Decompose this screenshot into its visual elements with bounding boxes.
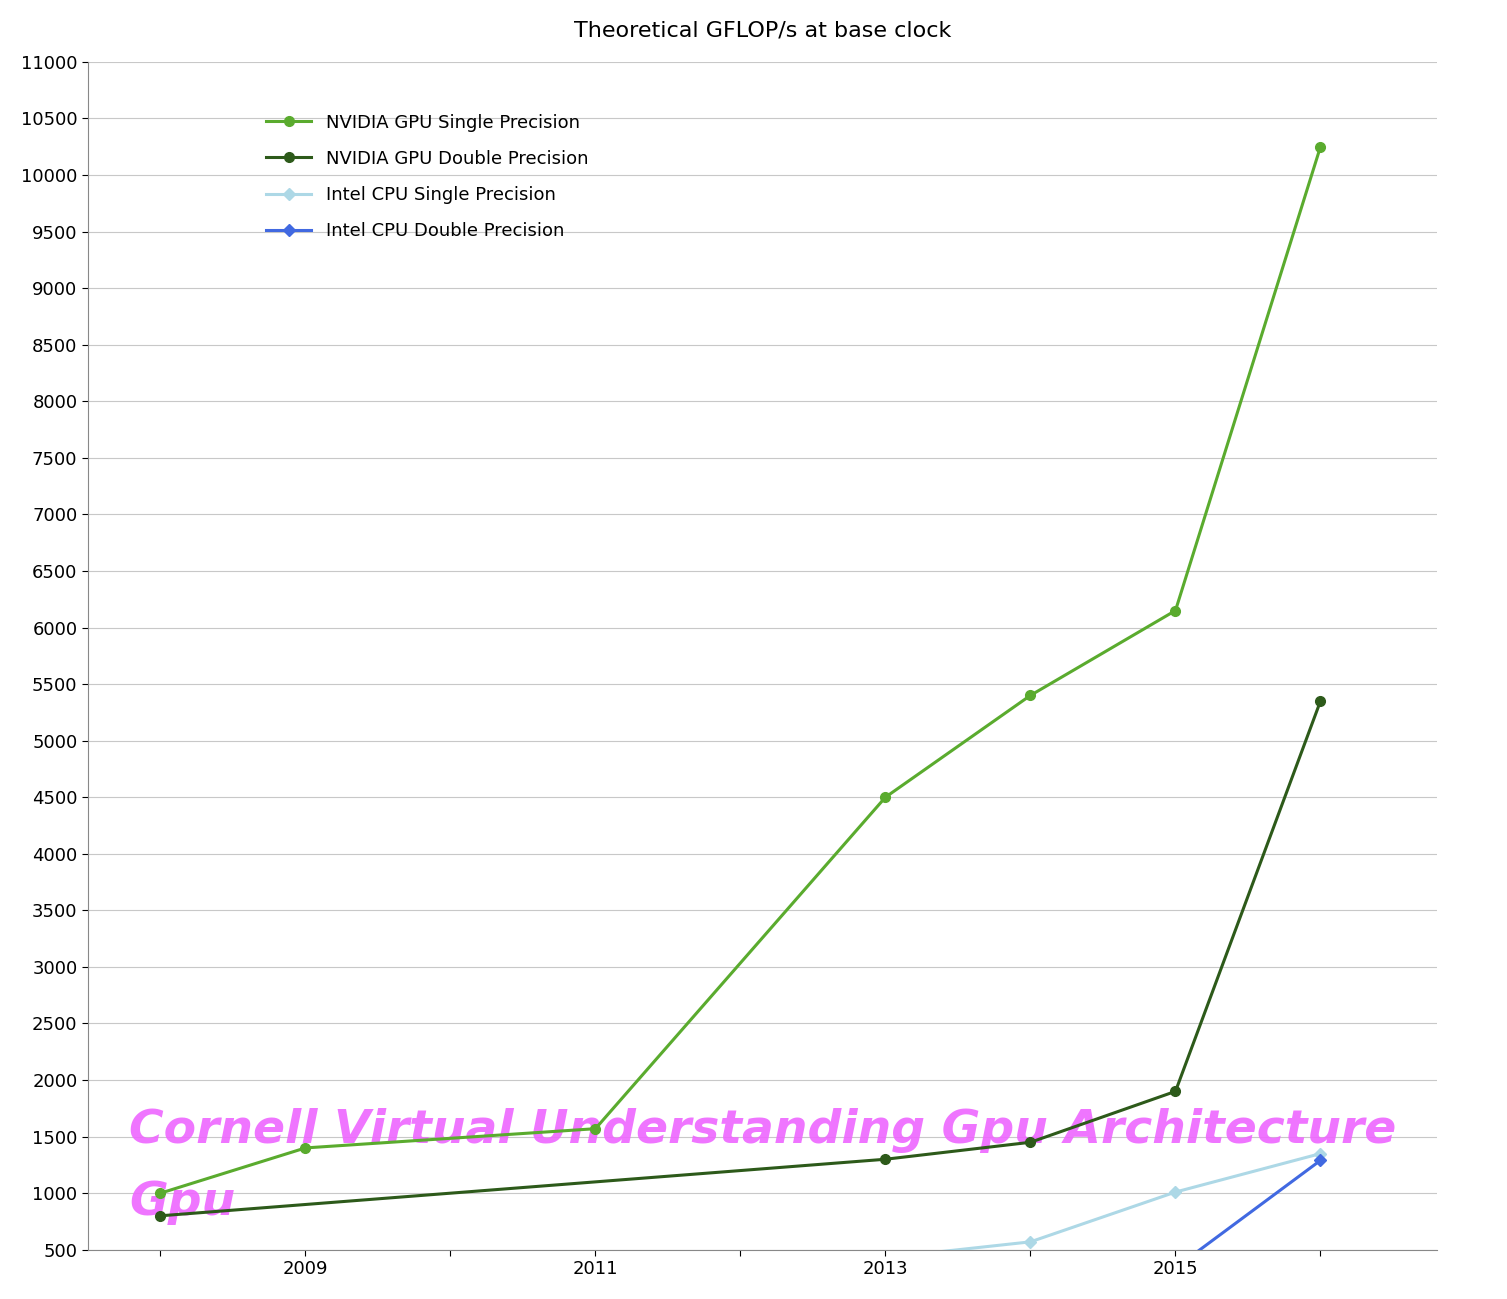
Intel CPU Single Precision bbox=[731, 1265, 749, 1281]
NVIDIA GPU Double Precision bbox=[877, 1151, 895, 1167]
Line: Intel CPU Double Precision: Intel CPU Double Precision bbox=[157, 1156, 1325, 1299]
Line: Intel CPU Single Precision: Intel CPU Single Precision bbox=[157, 1150, 1325, 1299]
NVIDIA GPU Double Precision bbox=[151, 1208, 169, 1224]
Intel CPU Single Precision bbox=[1311, 1146, 1329, 1161]
NVIDIA GPU Single Precision bbox=[877, 790, 895, 805]
NVIDIA GPU Single Precision bbox=[586, 1121, 604, 1137]
Intel CPU Double Precision bbox=[731, 1270, 749, 1286]
Intel CPU Single Precision bbox=[151, 1287, 169, 1299]
Intel CPU Single Precision bbox=[586, 1276, 604, 1291]
Text: Gpu: Gpu bbox=[130, 1179, 235, 1225]
Intel CPU Double Precision bbox=[1311, 1152, 1329, 1168]
Intel CPU Single Precision bbox=[877, 1250, 895, 1265]
NVIDIA GPU Single Precision bbox=[1022, 687, 1040, 703]
Intel CPU Double Precision bbox=[1022, 1267, 1040, 1282]
NVIDIA GPU Double Precision bbox=[1311, 694, 1329, 709]
Intel CPU Single Precision bbox=[442, 1282, 460, 1298]
Intel CPU Single Precision bbox=[1022, 1234, 1040, 1250]
Intel CPU Double Precision bbox=[297, 1283, 315, 1299]
NVIDIA GPU Single Precision bbox=[1166, 603, 1185, 618]
Intel CPU Double Precision bbox=[586, 1278, 604, 1294]
Intel CPU Double Precision bbox=[1166, 1260, 1185, 1276]
Text: Cornell Virtual Understanding Gpu Architecture: Cornell Virtual Understanding Gpu Archit… bbox=[128, 1108, 1395, 1154]
Intel CPU Double Precision bbox=[442, 1281, 460, 1296]
Intel CPU Single Precision bbox=[297, 1283, 315, 1299]
Intel CPU Single Precision bbox=[1166, 1185, 1185, 1200]
NVIDIA GPU Double Precision bbox=[1022, 1134, 1040, 1150]
NVIDIA GPU Single Precision bbox=[151, 1186, 169, 1202]
Title: Theoretical GFLOP/s at base clock: Theoretical GFLOP/s at base clock bbox=[574, 21, 951, 40]
Line: NVIDIA GPU Double Precision: NVIDIA GPU Double Precision bbox=[155, 696, 1325, 1221]
Legend: NVIDIA GPU Single Precision, NVIDIA GPU Double Precision, Intel CPU Single Preci: NVIDIA GPU Single Precision, NVIDIA GPU … bbox=[259, 107, 595, 247]
NVIDIA GPU Double Precision bbox=[1166, 1083, 1185, 1099]
NVIDIA GPU Single Precision bbox=[1311, 139, 1329, 155]
Line: NVIDIA GPU Single Precision: NVIDIA GPU Single Precision bbox=[155, 142, 1325, 1198]
Intel CPU Double Precision bbox=[877, 1261, 895, 1277]
NVIDIA GPU Single Precision bbox=[297, 1141, 315, 1156]
Intel CPU Double Precision bbox=[151, 1291, 169, 1299]
